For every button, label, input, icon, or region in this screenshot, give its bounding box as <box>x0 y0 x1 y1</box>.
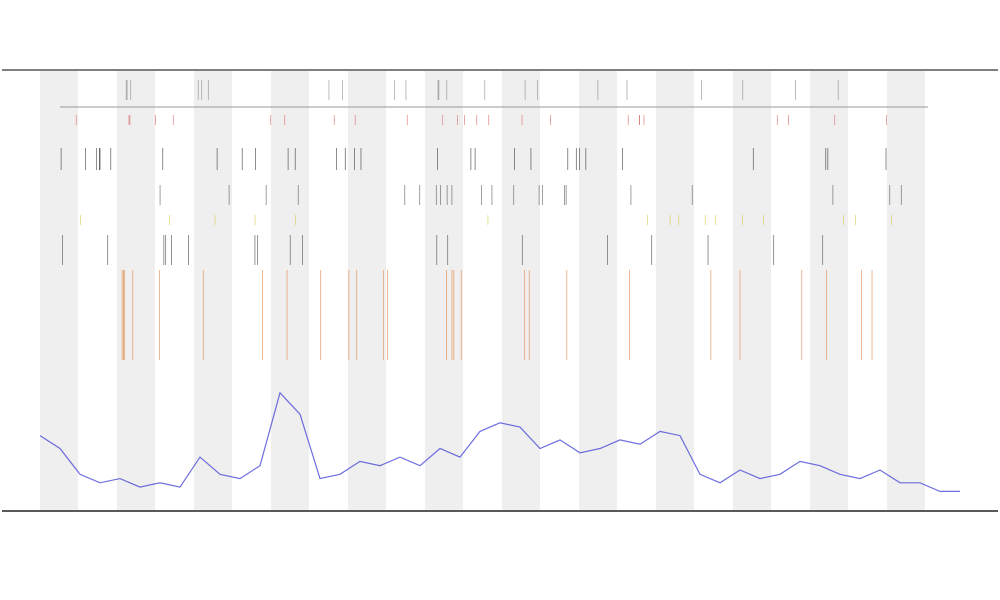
band <box>271 71 309 510</box>
band <box>194 71 232 510</box>
event-ticks <box>60 80 902 360</box>
band <box>733 71 771 510</box>
series-line <box>39 391 960 492</box>
band <box>887 71 925 510</box>
shading-bands <box>40 71 925 510</box>
band <box>348 71 386 510</box>
band <box>810 71 848 510</box>
band <box>656 71 694 510</box>
band <box>502 71 540 510</box>
band <box>117 71 155 510</box>
band <box>579 71 617 510</box>
band <box>40 71 78 510</box>
band <box>425 71 463 510</box>
